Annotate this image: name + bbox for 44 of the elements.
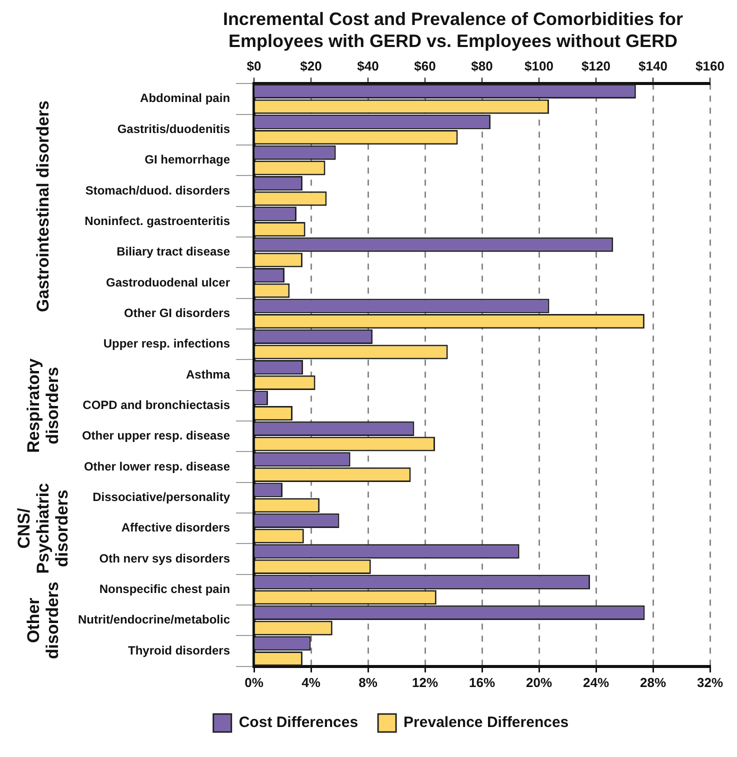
y-tick-label: Gastritis/duodenitis: [117, 122, 230, 136]
x-tick-label: 0%: [244, 674, 264, 690]
x2-tick-label: $40: [357, 58, 379, 74]
x2-tick-label: $140: [638, 58, 668, 74]
y-tick-label: Noninfect. gastroenteritis: [84, 214, 230, 228]
x-tick-label: 8%: [358, 674, 378, 690]
y-tick-label: Asthma: [186, 367, 230, 382]
y-tick-label: Biliary tract disease: [116, 244, 230, 259]
x-tick-label: 4%: [302, 674, 321, 690]
legend-label: Cost Differences: [238, 714, 358, 732]
chart-title: Incremental Cost and Prevalence of Comorbidities for Employees with GERD vs. Employees without GERD: [222, 8, 684, 52]
text: Other disorders: [24, 582, 62, 660]
x2-tick-label: $20: [300, 58, 322, 74]
x2-tick-label: $0: [246, 58, 262, 74]
y-tick-label: Upper resp. infections: [103, 336, 230, 351]
y-tick-label: Nutrit/endocrine/metabolic: [78, 612, 230, 627]
y-tick-label: Dissociative/personality: [92, 490, 230, 504]
y-tick-label: GI hemorrhage: [144, 152, 230, 167]
x2-tick-label: $100: [524, 58, 554, 74]
x2-tick-label: $160: [696, 58, 724, 74]
y-tick-label: Affective disorders: [121, 520, 230, 535]
x-tick-label: 12%: [412, 674, 438, 690]
x2-tick-label: $60: [414, 58, 436, 74]
x2-tick-label: $80: [471, 58, 493, 74]
y-tick-label: Stomach/duod. disorders: [85, 183, 230, 198]
y-tick-label: Other GI disorders: [124, 306, 230, 320]
x-tick-label: 16%: [468, 674, 496, 690]
text: Respiratory disorders: [24, 358, 62, 453]
x-tick-label: 24%: [582, 674, 610, 690]
legend-label: Prevalence Differences: [404, 714, 569, 732]
y-tick-label: Abdominal pain: [140, 91, 230, 106]
y-tick-label: Gastroduodenal ulcer: [106, 275, 230, 290]
x-tick-label: 28%: [640, 674, 666, 690]
x-tick-label: 20%: [526, 674, 552, 690]
text: CNS/ Psychiatric disorders: [14, 483, 72, 574]
y-tick-label: Nonspecific chest pain: [99, 582, 230, 596]
x-tick-label: 32%: [696, 674, 724, 690]
y-tick-label: COPD and bronchiectasis: [82, 398, 230, 412]
y-tick-label: Other upper resp. disease: [82, 428, 230, 443]
y-tick-label: Thyroid disorders: [128, 643, 230, 658]
y-tick-label: Oth nerv sys disorders: [99, 551, 230, 566]
text: Gastrointestinal disorders: [34, 100, 53, 312]
y-tick-label: Other lower resp. disease: [84, 459, 230, 474]
x2-tick-label: $120: [582, 58, 610, 74]
